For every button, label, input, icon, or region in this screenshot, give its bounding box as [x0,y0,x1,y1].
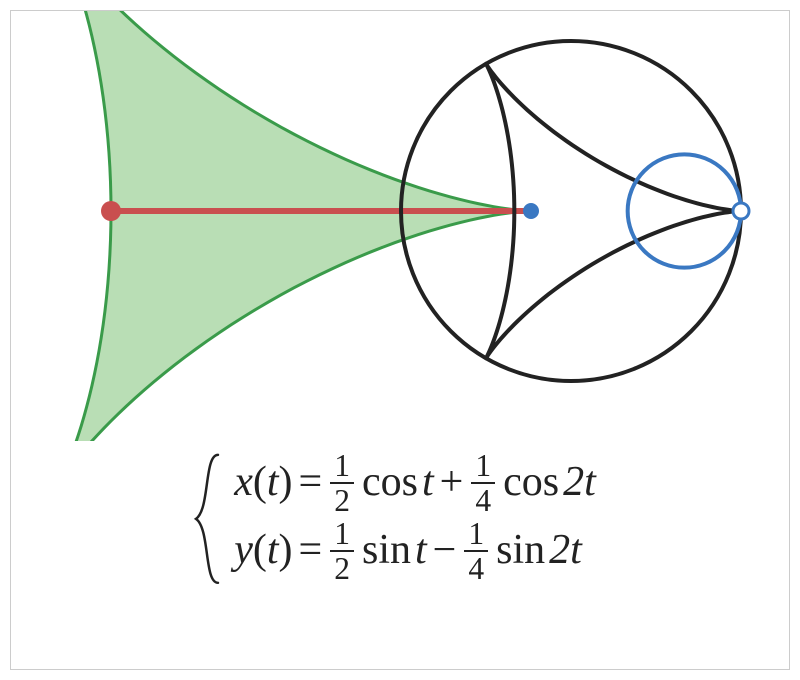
plus-sign: + [434,459,470,505]
fn-sin-1: sin [356,527,415,573]
arg-3: t [415,527,427,573]
frac-half-2: 12 [328,518,356,585]
figure-frame: x(t)=12cost+14cos2t y(t)=12sint−14sin2t [10,10,790,670]
equation-block: x(t)=12cost+14cos2t y(t)=12sint−14sin2t [204,451,596,587]
equation-y: y(t)=12sint−14sin2t [234,519,596,587]
deltoid-shape [59,11,532,441]
fn-cos-1: cos [356,459,422,505]
right-dot [523,203,539,219]
curly-brace [188,451,228,587]
arg-2: 2t [563,459,596,505]
frac-quarter-1: 14 [469,450,497,517]
parametric-equations: x(t)=12cost+14cos2t y(t)=12sint−14sin2t [11,451,789,587]
minus-sign: − [427,527,463,573]
arg-1: t [422,459,434,505]
left-dot [101,201,121,221]
arg-4: 2t [549,527,582,573]
fn-cos-2: cos [497,459,563,505]
frac-half-1: 12 [328,450,356,517]
arg-t-1: t [267,459,279,505]
trace-point [733,203,749,219]
var-y: y [234,527,253,573]
equation-x: x(t)=12cost+14cos2t [234,451,596,519]
frac-quarter-2: 14 [462,518,490,585]
var-x: x [234,459,253,505]
arg-t-2: t [267,527,279,573]
diagrams-svg [11,11,789,441]
fn-sin-2: sin [490,527,549,573]
